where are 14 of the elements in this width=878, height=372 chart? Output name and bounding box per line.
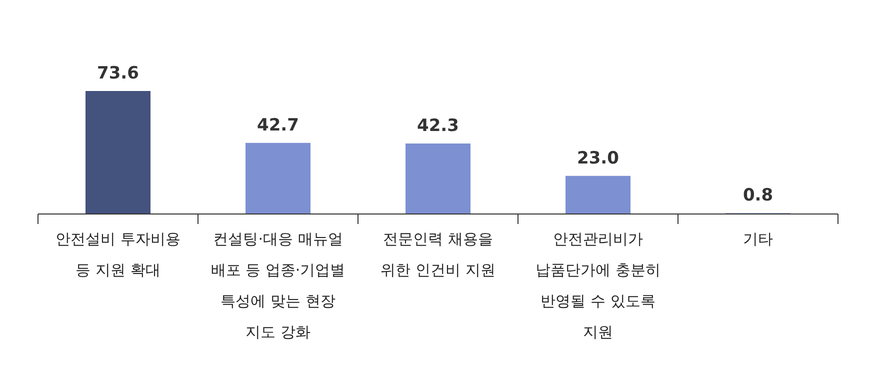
x-tick-label: 안전관리비가 납품단가에 충분히 반영될 수 있도록 지원 [536,230,660,341]
bar [244,142,312,214]
data-label: 42.7 [257,115,299,136]
bar [404,142,472,214]
bar [564,174,632,214]
x-tick-label: 기타 [743,230,773,248]
data-label: 73.6 [97,63,139,84]
bar [84,90,152,214]
x-tick-label: 전문인력 채용을 위한 인건비 지원 [380,230,496,279]
data-label: 42.3 [417,116,459,136]
data-label: 0.8 [742,186,774,206]
x-tick-label: 컨설팅·대응 매뉴얼 배포 등 업종·기업별 특성에 맞는 현장 지도 강화 [210,230,346,341]
x-tick-label: 안전설비 투자비용 등 지원 확대 [56,230,180,279]
data-label: 23.0 [577,148,620,168]
